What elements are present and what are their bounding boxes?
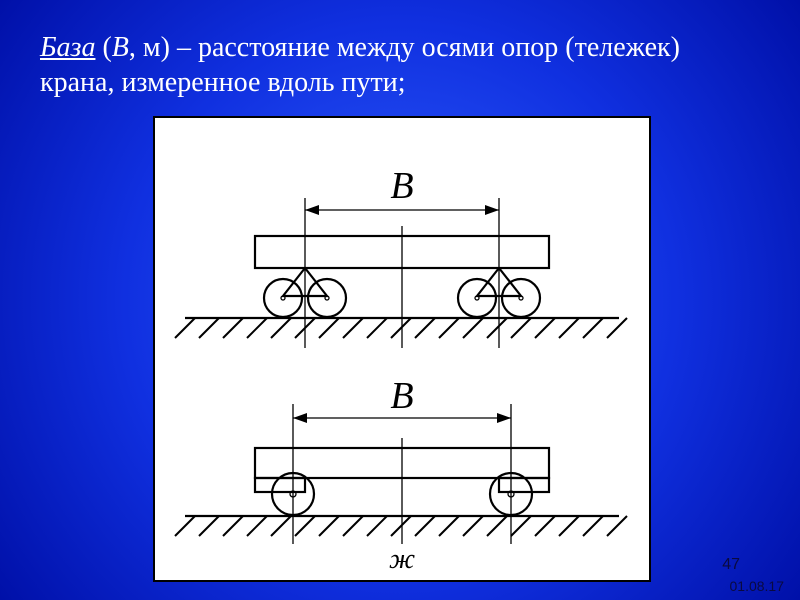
term-paren: (В, м): [102, 32, 169, 63]
dimension-label-b-bottom: В: [390, 375, 413, 417]
wheel-right: [490, 404, 532, 544]
definition-text: База (В, м) – расстояние между осями опо…: [40, 30, 760, 100]
ground-hatch-bottom: [175, 516, 627, 536]
term: База: [40, 32, 95, 63]
slide-root: База (В, м) – расстояние между осями опо…: [0, 0, 800, 600]
engineering-diagram: В: [155, 118, 649, 580]
figure-panel: В: [153, 116, 651, 582]
dimension-top: В: [305, 165, 499, 215]
slide-date: 01.08.17: [730, 578, 785, 594]
wheel-well-left: [255, 478, 305, 492]
wheel-well-right: [499, 478, 549, 492]
bogie-right: [458, 198, 540, 348]
dimension-bottom: В: [293, 375, 511, 423]
bogie-left: [264, 198, 346, 348]
slide-number: 47: [722, 556, 740, 574]
ground-hatch-top: [175, 318, 627, 338]
figure-sublabel: ж: [389, 544, 415, 575]
dimension-label-b-top: В: [390, 165, 413, 207]
